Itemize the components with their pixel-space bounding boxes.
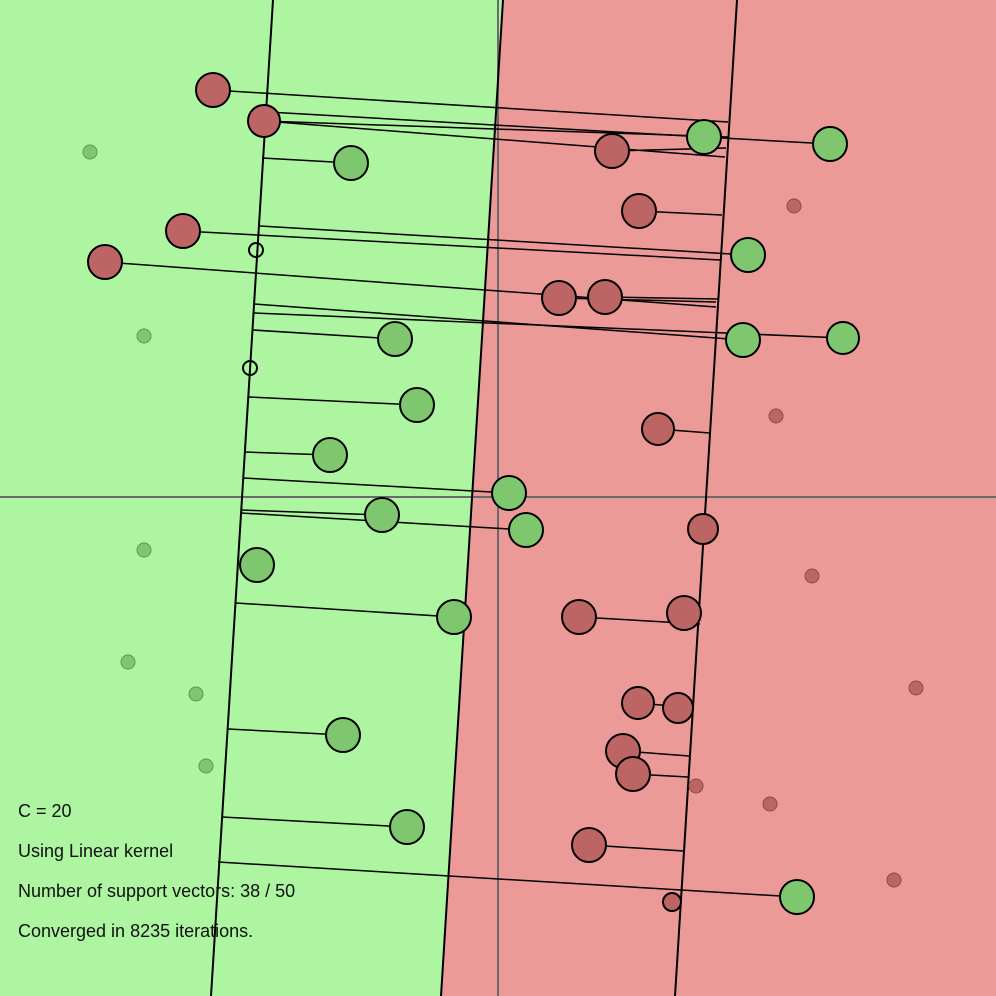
data-point (120, 654, 136, 670)
data-point (188, 686, 204, 702)
data-point (198, 758, 214, 774)
positive-support-points (239, 119, 860, 915)
data-point (621, 193, 657, 229)
data-point (826, 321, 860, 355)
data-point (804, 568, 820, 584)
data-point (587, 279, 623, 315)
data-point (571, 827, 607, 863)
data-point (541, 280, 577, 316)
data-point (377, 321, 413, 357)
non-support-points (82, 144, 924, 888)
data-point (247, 104, 281, 138)
data-point (325, 717, 361, 753)
data-point (333, 145, 369, 181)
data-point (762, 796, 778, 812)
data-point (687, 513, 719, 545)
data-point (436, 599, 472, 635)
data-point (165, 213, 201, 249)
data-point (686, 119, 722, 155)
data-point (786, 198, 802, 214)
data-point (886, 872, 902, 888)
data-point (641, 412, 675, 446)
positive-margin-line (210, 0, 274, 996)
data-point (768, 408, 784, 424)
data-point (561, 599, 597, 635)
data-point (615, 756, 651, 792)
data-point (908, 680, 924, 696)
decision-boundary-line (440, 0, 504, 996)
data-point (594, 133, 630, 169)
data-point (87, 244, 123, 280)
data-point (389, 809, 425, 845)
data-point (666, 595, 702, 631)
data-point (82, 144, 98, 160)
data-point (688, 778, 704, 794)
margin-support-points (242, 242, 682, 912)
info-panel: C = 20 Using Linear kernel Number of sup… (18, 801, 295, 941)
negative-support-points (87, 72, 719, 863)
iterations-text: Converged in 8235 iterations. (18, 921, 253, 941)
data-point (508, 512, 544, 548)
data-point (399, 387, 435, 423)
data-point (662, 692, 694, 724)
support-vectors-text: Number of support vectors: 38 / 50 (18, 881, 295, 901)
data-point (248, 242, 264, 258)
data-point (662, 892, 682, 912)
data-point (136, 328, 152, 344)
data-point (136, 542, 152, 558)
data-point (725, 322, 761, 358)
data-point (312, 437, 348, 473)
kernel-text: Using Linear kernel (18, 841, 173, 861)
data-point (364, 497, 400, 533)
data-point (491, 475, 527, 511)
c-value-text: C = 20 (18, 801, 72, 821)
data-point (239, 547, 275, 583)
data-point (779, 879, 815, 915)
data-point (242, 360, 258, 376)
negative-margin-line (674, 0, 738, 996)
data-point (195, 72, 231, 108)
data-point (621, 686, 655, 720)
data-point (730, 237, 766, 273)
data-point (812, 126, 848, 162)
